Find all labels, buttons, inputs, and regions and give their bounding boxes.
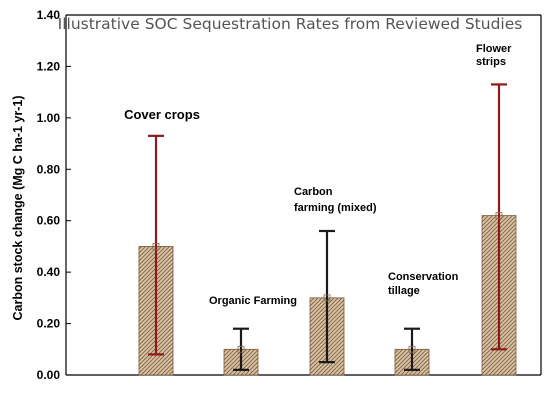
category-label-line: Carbon (294, 186, 333, 198)
mean-marker (323, 294, 331, 302)
category-label: Organic Farming (209, 295, 297, 307)
category-label-line: strips (476, 56, 506, 68)
y-tick-label: 1.20 (37, 59, 61, 73)
mean-marker (152, 243, 160, 250)
category-label: Carbon farming (mixed) (294, 186, 377, 214)
mean-marker (237, 345, 245, 353)
mean-marker (408, 345, 416, 353)
category-label-line: Cover crops (124, 107, 200, 122)
category-label: Cover crops (124, 107, 200, 122)
y-tick-label: 0.00 (37, 368, 61, 382)
category-label-line: Conservation (388, 271, 459, 283)
y-tick-label: 1.40 (37, 8, 61, 22)
y-tick-label: 0.40 (37, 265, 61, 279)
y-axis-label: Carbon stock change (Mg C ha-1 yr-1) (11, 95, 25, 320)
category-label-line: tillage (388, 285, 420, 297)
category-label: Conservation tillage (388, 271, 459, 297)
category-label: Flower strips (476, 43, 512, 68)
plot-area: 0.00 0.20 0.40 0.60 0.80 1.00 1.20 1.40 Cover cr… (37, 8, 542, 382)
y-tick-label: 0.80 (37, 162, 61, 176)
y-tick-label: 1.00 (37, 111, 61, 125)
category-label-line: Organic Farming (209, 295, 297, 307)
mean-marker (495, 212, 503, 219)
y-tick-label: 0.60 (37, 214, 61, 228)
chart-title: Illustrative SOC Sequestration Rates fro… (58, 15, 523, 33)
y-tick-label: 0.20 (37, 317, 61, 331)
category-label-line: Flower (476, 43, 512, 55)
category-label-line: farming (mixed) (294, 202, 377, 214)
